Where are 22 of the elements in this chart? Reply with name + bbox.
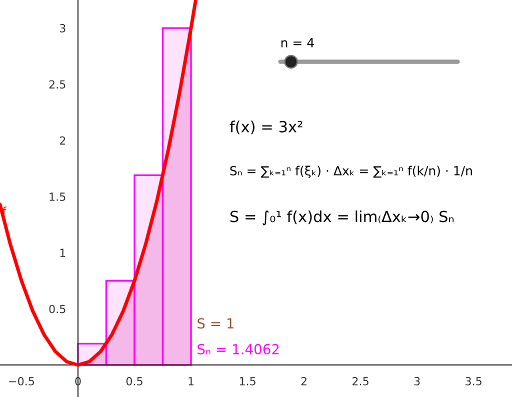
y-tick-label: 0.5: [49, 304, 66, 314]
annotation: Sₙ = ∑ₖ₌₁ⁿ f(ξₖ) · Δxₖ = ∑ₖ₌₁ⁿ f(k/n) · 1/n: [230, 166, 472, 178]
annotation: n = 4: [281, 38, 314, 48]
line-series: [0, 0, 198, 367]
annotation: S = 1: [198, 318, 234, 329]
x-tick-label: 3.5: [466, 376, 482, 386]
x-tick-label: 0.5: [126, 376, 142, 386]
y-tick-label: 1.5: [50, 192, 66, 201]
bar: [162, 27, 192, 366]
x-tick-label: 3: [414, 376, 420, 386]
x-tick-label: −0.5: [9, 376, 34, 386]
y-tick-label: 3: [60, 24, 66, 32]
annotation: S = ∫₀¹ f(x)dx = lim₍Δxₖ→0₎ Sₙ: [230, 210, 454, 226]
y-tick-label: 1: [60, 248, 66, 257]
annotation: f(x) = 3x²: [230, 120, 302, 134]
annotation: Sₙ = 1.4062: [198, 344, 279, 354]
x-tick-label: 1.5: [240, 377, 256, 386]
y-tick-label: 2: [60, 136, 66, 145]
y-tick-label: 2.5: [49, 80, 66, 89]
x-tick-label: 1: [188, 377, 194, 386]
x-tick-label: 2.5: [352, 376, 368, 386]
x-tick-label: 2: [301, 376, 306, 386]
